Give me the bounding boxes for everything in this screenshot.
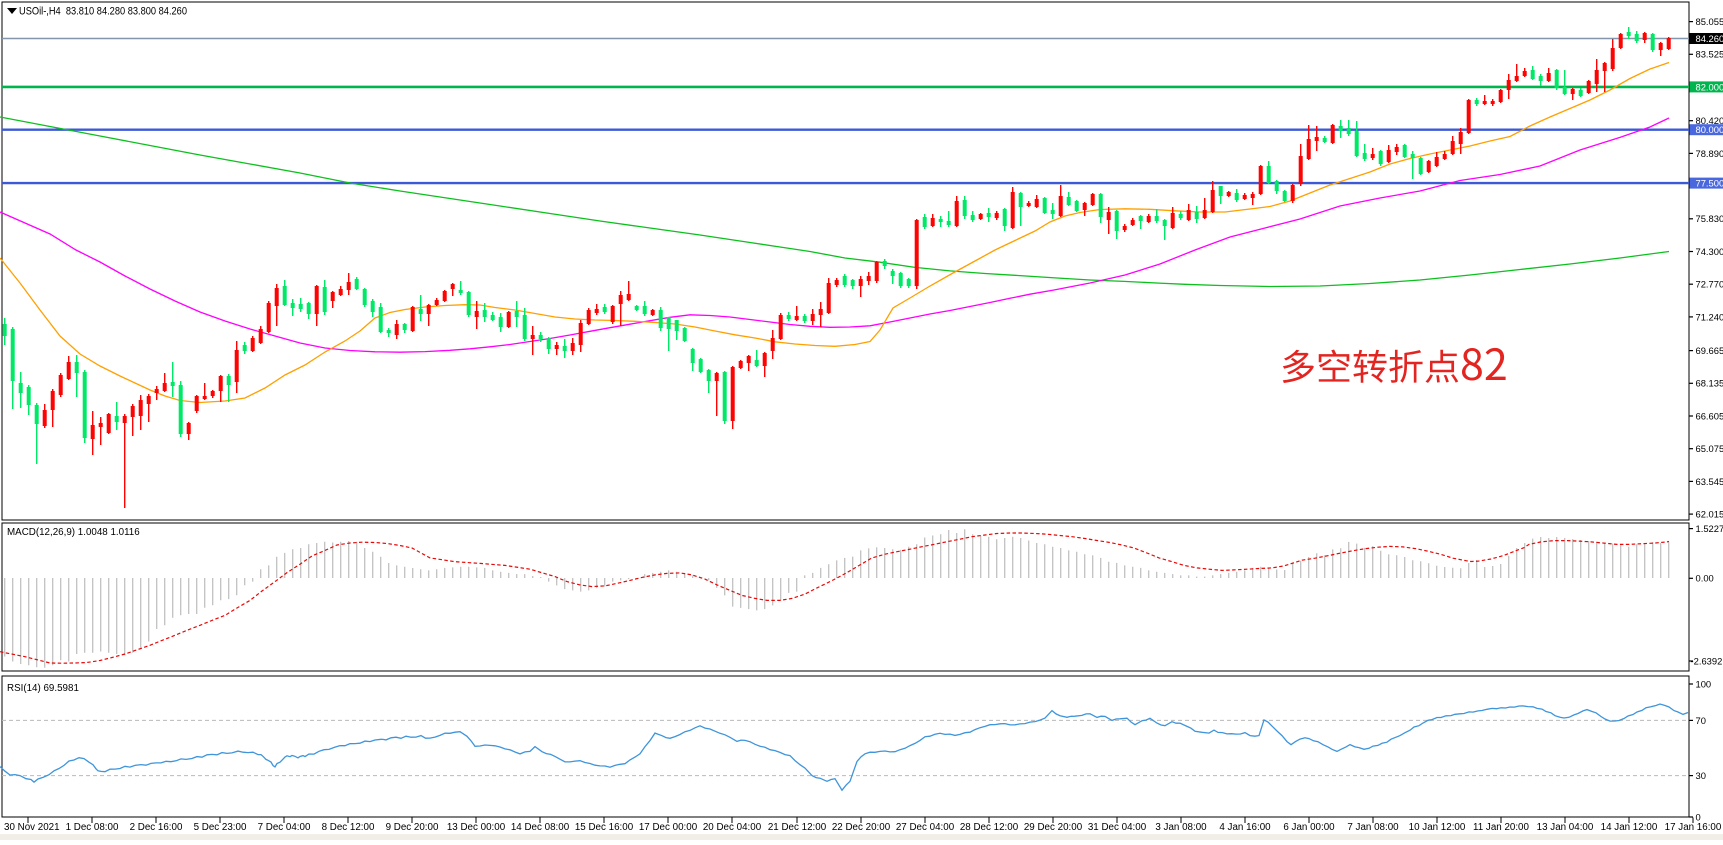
svg-text:3 Jan 08:00: 3 Jan 08:00 [1155, 822, 1207, 833]
svg-text:15 Dec 16:00: 15 Dec 16:00 [575, 822, 634, 833]
svg-text:78.890: 78.890 [1696, 148, 1723, 159]
svg-text:20 Dec 04:00: 20 Dec 04:00 [703, 822, 762, 833]
svg-text:63.545: 63.545 [1696, 476, 1723, 487]
svg-text:71.240: 71.240 [1696, 311, 1723, 322]
svg-text:USOil-,H4 83.810 84.280 83.80: USOil-,H4 83.810 84.280 83.800 84.260 [19, 5, 187, 17]
svg-text:75.830: 75.830 [1696, 213, 1723, 224]
svg-text:30: 30 [1696, 770, 1706, 781]
svg-text:2 Dec 16:00: 2 Dec 16:00 [130, 822, 183, 833]
svg-text:84.260: 84.260 [1696, 33, 1723, 44]
svg-text:7 Dec 04:00: 7 Dec 04:00 [258, 822, 311, 833]
svg-text:MACD(12,26,9) 1.0048 1.0116: MACD(12,26,9) 1.0048 1.0116 [7, 527, 140, 538]
svg-text:80.000: 80.000 [1696, 124, 1723, 135]
svg-text:21 Dec 12:00: 21 Dec 12:00 [768, 822, 827, 833]
svg-text:65.075: 65.075 [1696, 443, 1723, 454]
svg-text:100: 100 [1696, 678, 1712, 689]
svg-text:14 Jan 12:00: 14 Jan 12:00 [1601, 822, 1658, 833]
svg-text:RSI(14) 69.5981: RSI(14) 69.5981 [7, 683, 79, 694]
svg-text:13 Jan 04:00: 13 Jan 04:00 [1537, 822, 1594, 833]
svg-text:-2.6392: -2.6392 [1691, 655, 1723, 666]
svg-text:62.015: 62.015 [1696, 509, 1723, 520]
svg-text:4 Jan 16:00: 4 Jan 16:00 [1219, 822, 1271, 833]
svg-text:85.055: 85.055 [1696, 16, 1723, 27]
svg-text:22 Dec 20:00: 22 Dec 20:00 [832, 822, 891, 833]
svg-text:28 Dec 12:00: 28 Dec 12:00 [960, 822, 1019, 833]
svg-text:72.770: 72.770 [1696, 279, 1723, 290]
svg-text:8 Dec 12:00: 8 Dec 12:00 [322, 822, 375, 833]
svg-text:31 Dec 04:00: 31 Dec 04:00 [1088, 822, 1147, 833]
svg-text:0.00: 0.00 [1696, 573, 1714, 584]
svg-text:14 Dec 08:00: 14 Dec 08:00 [511, 822, 570, 833]
svg-text:6 Jan 00:00: 6 Jan 00:00 [1283, 822, 1335, 833]
svg-text:1 Dec 08:00: 1 Dec 08:00 [66, 822, 119, 833]
svg-text:11 Jan 20:00: 11 Jan 20:00 [1473, 822, 1529, 833]
svg-text:77.500: 77.500 [1696, 178, 1723, 189]
svg-text:27 Dec 04:00: 27 Dec 04:00 [896, 822, 955, 833]
svg-text:17 Jan 16:00: 17 Jan 16:00 [1665, 822, 1722, 833]
svg-text:10 Jan 12:00: 10 Jan 12:00 [1409, 822, 1466, 833]
svg-text:0: 0 [1696, 811, 1701, 822]
svg-text:30 Nov 2021: 30 Nov 2021 [4, 822, 60, 833]
svg-text:68.135: 68.135 [1696, 378, 1723, 389]
svg-text:70: 70 [1696, 715, 1706, 726]
svg-text:82.000: 82.000 [1696, 81, 1723, 92]
svg-text:66.605: 66.605 [1696, 410, 1723, 421]
svg-text:17 Dec 00:00: 17 Dec 00:00 [639, 822, 698, 833]
svg-text:9 Dec 20:00: 9 Dec 20:00 [386, 822, 439, 833]
svg-text:83.525: 83.525 [1696, 49, 1723, 60]
svg-text:7 Jan 08:00: 7 Jan 08:00 [1347, 822, 1399, 833]
svg-text:74.300: 74.300 [1696, 246, 1723, 257]
svg-text:29 Dec 20:00: 29 Dec 20:00 [1024, 822, 1083, 833]
svg-text:1.5227: 1.5227 [1696, 523, 1723, 534]
svg-text:13 Dec 00:00: 13 Dec 00:00 [447, 822, 506, 833]
svg-text:5 Dec 23:00: 5 Dec 23:00 [194, 822, 247, 833]
svg-text:69.665: 69.665 [1696, 345, 1723, 356]
